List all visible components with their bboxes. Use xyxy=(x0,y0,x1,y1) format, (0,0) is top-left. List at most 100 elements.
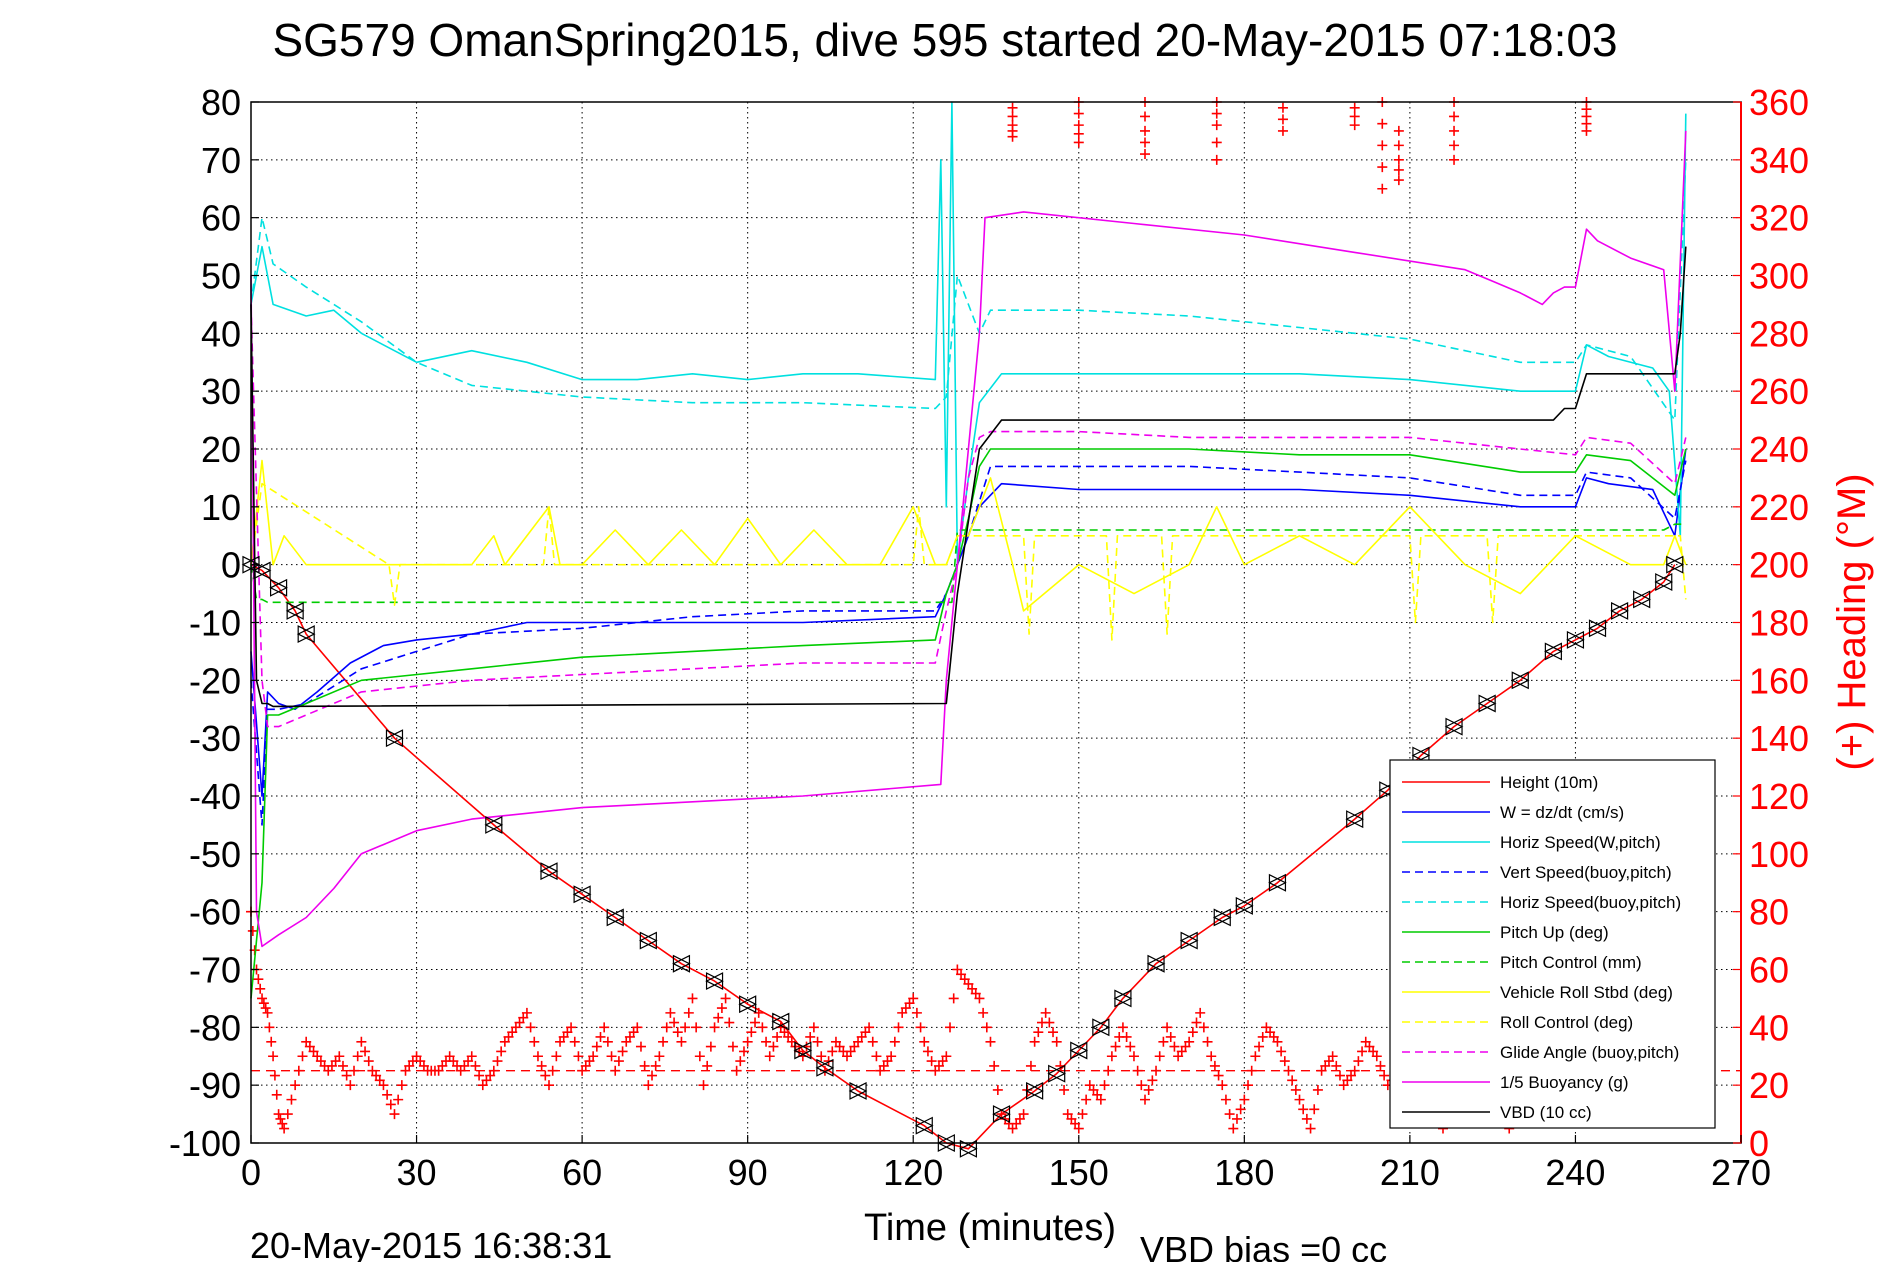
height-marker xyxy=(1146,954,1166,973)
heading-point xyxy=(1239,1094,1250,1105)
y-tick-label: -10 xyxy=(189,603,241,644)
y-tick-label: 60 xyxy=(201,198,241,239)
series-line-5 xyxy=(250,448,1687,999)
heading-point xyxy=(1393,154,1404,165)
heading-point xyxy=(1349,120,1360,131)
heading-point xyxy=(1393,140,1404,151)
y-axis-right-label: (+) Heading (°M) xyxy=(1830,473,1874,770)
heading-point xyxy=(1121,1031,1132,1042)
heading-point xyxy=(1379,1070,1390,1081)
heading-point xyxy=(702,1060,713,1071)
heading-point xyxy=(356,1036,367,1047)
series-line-4 xyxy=(250,159,1687,421)
heading-point xyxy=(654,1051,665,1062)
heading-point xyxy=(544,1080,554,1091)
y-tick-label: -70 xyxy=(189,950,241,991)
heading-point xyxy=(635,1041,646,1052)
heading-point xyxy=(269,1070,280,1081)
heading-point xyxy=(1349,111,1360,122)
heading-point xyxy=(1202,1036,1213,1047)
marker-layer xyxy=(241,555,1685,1158)
series-line-3 xyxy=(250,460,1687,826)
heading-point xyxy=(978,1007,989,1018)
y-right-tick-label: 220 xyxy=(1749,487,1809,528)
y-axis-left: 80 70 60 50 40 30 20 10 0 -10 -20 -30 -40 -50 -60 -70 -8… xyxy=(169,82,259,1164)
heading-point xyxy=(297,1051,308,1062)
heading-point xyxy=(474,1070,485,1081)
x-tick-label: 30 xyxy=(397,1152,437,1193)
heading-point xyxy=(1449,111,1460,122)
heading-point xyxy=(981,1022,992,1033)
heading-point xyxy=(1220,1094,1231,1105)
heading-point xyxy=(1276,1046,1287,1057)
heading-point xyxy=(378,1080,389,1091)
heading-point xyxy=(1073,1123,1084,1134)
heading-point xyxy=(247,925,258,936)
y-right-tick-label: 320 xyxy=(1749,198,1809,239)
heading-point xyxy=(262,1007,273,1018)
heading-point xyxy=(1349,102,1360,113)
heading-point xyxy=(1211,137,1222,148)
heading-point xyxy=(1224,1109,1235,1120)
heading-point xyxy=(521,1007,532,1018)
heading-point xyxy=(1235,1104,1246,1115)
y-right-tick-label: 180 xyxy=(1749,603,1809,644)
x-tick-label: 60 xyxy=(562,1152,602,1193)
heading-point xyxy=(569,1036,580,1047)
heading-point xyxy=(1125,1041,1136,1052)
height-marker xyxy=(1632,590,1652,609)
heading-point xyxy=(1140,137,1150,148)
heading-point xyxy=(1018,1109,1029,1120)
heading-point xyxy=(273,1109,284,1120)
heading-point xyxy=(1110,1041,1121,1052)
x-tick-label: 90 xyxy=(728,1152,768,1193)
x-tick-label: 180 xyxy=(1214,1152,1274,1193)
heading-point xyxy=(864,1022,875,1033)
heading-point xyxy=(1257,1031,1268,1042)
heading-point xyxy=(1375,1060,1386,1071)
series-line-7 xyxy=(250,459,1687,612)
heading-point xyxy=(720,993,731,1004)
heading-point xyxy=(941,1051,952,1062)
y-right-tick-label: 200 xyxy=(1749,545,1809,586)
height-marker xyxy=(1113,989,1133,1008)
y-tick-label: -40 xyxy=(189,776,241,817)
heading-point xyxy=(1099,1080,1110,1091)
heading-point xyxy=(1184,1036,1195,1047)
chart-title: SG579 OmanSpring2015, dive 595 started 2… xyxy=(272,14,1617,66)
y-right-tick-label: 60 xyxy=(1749,950,1789,991)
heading-point xyxy=(496,1046,507,1057)
height-marker xyxy=(1212,908,1232,927)
heading-point xyxy=(1051,1036,1062,1047)
footer-timestamp: 20-May-2015 16:38:31 xyxy=(250,1225,612,1262)
heading-point xyxy=(1048,1027,1059,1038)
heading-point xyxy=(1290,1084,1301,1095)
heading-point xyxy=(286,1094,297,1105)
heading-point xyxy=(279,1123,290,1134)
heading-point xyxy=(643,1080,654,1091)
heading-point xyxy=(334,1051,345,1062)
y-tick-label: 50 xyxy=(201,256,241,297)
heading-point xyxy=(363,1056,374,1067)
heading-point xyxy=(1059,1084,1070,1095)
heading-point xyxy=(647,1070,658,1081)
heading-point xyxy=(746,1027,757,1038)
legend-label: Horiz Speed(buoy,pitch) xyxy=(1500,893,1681,912)
heading-point xyxy=(735,1056,746,1067)
heading-point xyxy=(345,1080,356,1091)
heading-point xyxy=(255,983,266,994)
y-right-tick-label: 40 xyxy=(1749,1007,1789,1048)
heading-point xyxy=(650,1060,661,1071)
heading-point xyxy=(926,1056,937,1067)
legend: Height (10m) W = dz/dt (cm/s) Horiz Speed(… xyxy=(1389,759,1716,1129)
heading-point xyxy=(613,1056,624,1067)
y-tick-label: 10 xyxy=(201,487,241,528)
legend-label: Glide Angle (buoy,pitch) xyxy=(1500,1043,1679,1062)
heading-point xyxy=(532,1051,543,1062)
y-tick-label: 70 xyxy=(201,140,241,181)
heading-point xyxy=(599,1022,610,1033)
series-line-9 xyxy=(250,304,1687,728)
heading-point xyxy=(466,1051,477,1062)
heading-point xyxy=(698,1080,709,1091)
heading-point xyxy=(1277,102,1288,113)
